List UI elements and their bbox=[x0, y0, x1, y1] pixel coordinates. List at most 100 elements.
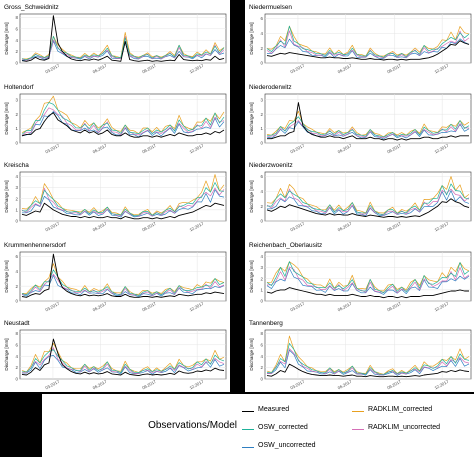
legend-swatch bbox=[242, 429, 254, 430]
y-tick-label: 6 bbox=[261, 174, 264, 179]
x-tick-label: 09.2017 bbox=[386, 143, 402, 155]
plot-area bbox=[264, 171, 472, 222]
x-tick-label: 03.2017 bbox=[44, 221, 60, 233]
panel-holtendorf: Holtendorf 0 1 2 3 03.2017 06.2017 09.2017 12.20… bbox=[0, 80, 230, 156]
x-tick-label: 03.2017 bbox=[44, 63, 60, 75]
series-radklim-uncorrected bbox=[267, 348, 470, 376]
panel-chart: Reichenbach_Oberlausitz 0 1 2 3 4 03.2017 06.20… bbox=[249, 242, 472, 313]
y-tick-label: 0 bbox=[261, 377, 264, 382]
series-radklim-corrected bbox=[266, 25, 470, 57]
series-osw-corrected bbox=[266, 183, 470, 215]
panel-title: Holtendorf bbox=[4, 84, 34, 91]
x-tick-label: 06.2017 bbox=[92, 221, 108, 233]
x-tick-label: 09.2017 bbox=[386, 379, 402, 391]
y-tick-label: 4 bbox=[16, 174, 19, 179]
series-measured bbox=[21, 202, 225, 220]
legend-swatch bbox=[352, 429, 364, 430]
panel-krummenhennersdorf: Krummenhennersdorf 0 2 4 6 03.2017 06.2017 09.2… bbox=[0, 238, 230, 314]
panel-niederzwoenitz: Niederzwoenitz 0 2 4 6 03.2017 06.2017 09.2017 1… bbox=[245, 158, 474, 234]
panel-title: Krummenhennersdorf bbox=[4, 242, 66, 249]
y-axis-label: Discharge [mm] bbox=[249, 338, 254, 370]
series-osw-uncorrected bbox=[266, 190, 470, 217]
y-tick-label: 8 bbox=[16, 331, 19, 336]
panel-title: Neustadt bbox=[4, 320, 30, 327]
y-tick-label: 0 bbox=[16, 219, 19, 224]
series-osw-corrected bbox=[21, 182, 225, 217]
y-tick-label: 3 bbox=[16, 97, 19, 102]
legend-label: OSW_corrected bbox=[258, 424, 308, 431]
series-osw-corrected bbox=[21, 35, 225, 61]
series-radklim-corrected bbox=[21, 32, 225, 60]
y-tick-label: 4 bbox=[261, 31, 264, 36]
panel-chart: Holtendorf 0 1 2 3 03.2017 06.2017 09.2017 12.20… bbox=[4, 84, 227, 155]
series-osw-corrected bbox=[21, 102, 225, 135]
series-measured bbox=[21, 15, 225, 62]
x-tick-label: 03.2017 bbox=[289, 143, 305, 155]
panel-title: Reichenbach_Oberlausitz bbox=[249, 242, 322, 249]
x-tick-label: 06.2017 bbox=[92, 63, 108, 75]
series-radklim-uncorrected bbox=[21, 187, 225, 217]
plot-area bbox=[264, 251, 472, 302]
x-tick-label: 03.2017 bbox=[44, 143, 60, 155]
y-tick-label: 4 bbox=[16, 354, 19, 359]
y-tick-label: 2 bbox=[261, 112, 264, 117]
x-tick-label: 12.2017 bbox=[189, 63, 205, 75]
series-measured bbox=[266, 363, 470, 378]
y-tick-label: 4 bbox=[16, 38, 19, 43]
y-tick-label: 1 bbox=[16, 207, 19, 212]
series-radklim-uncorrected bbox=[21, 347, 225, 374]
y-tick-label: 2 bbox=[16, 196, 19, 201]
series-osw-corrected bbox=[266, 116, 470, 138]
x-tick-label: 09.2017 bbox=[386, 301, 402, 313]
x-tick-label: 03.2017 bbox=[289, 301, 305, 313]
panel-chart: Gross_Schweidnitz 0 2 4 6 8 03.2017 06.2017 09.2… bbox=[4, 4, 227, 75]
panel-niedermuelsen: Niedermuelsen 0 2 4 6 03.2017 06.2017 09.2017 12… bbox=[245, 0, 474, 76]
series-osw-uncorrected bbox=[266, 38, 470, 59]
series-measured bbox=[266, 40, 470, 61]
y-tick-label: 2 bbox=[16, 284, 19, 289]
y-tick-label: 6 bbox=[16, 26, 19, 31]
series-measured bbox=[266, 287, 469, 299]
series-osw-corrected bbox=[266, 343, 470, 375]
y-axis-label: Discharge [mm] bbox=[249, 260, 254, 292]
plot-area bbox=[19, 171, 227, 222]
right-facet-column: Niedermuelsen 0 2 4 6 03.2017 06.2017 09.2017 12… bbox=[245, 0, 474, 392]
y-tick-label: 0 bbox=[261, 299, 264, 304]
y-axis-label: Discharge [mm] bbox=[249, 102, 254, 134]
panel-gross_schweidnitz: Gross_Schweidnitz 0 2 4 6 8 03.2017 06.2017 09.2… bbox=[0, 0, 230, 76]
y-tick-label: 6 bbox=[16, 254, 19, 259]
series-osw-uncorrected bbox=[21, 355, 225, 375]
x-tick-label: 12.2017 bbox=[434, 143, 450, 155]
x-tick-label: 06.2017 bbox=[92, 301, 108, 313]
panel-chart: Niederoderwitz 0 1 2 3 03.2017 06.2017 09.2017 1… bbox=[249, 84, 472, 155]
series-osw-uncorrected bbox=[266, 349, 470, 376]
panel-reichenbach_oberlausitz: Reichenbach_Oberlausitz 0 1 2 3 4 03.2017 06.20… bbox=[245, 238, 474, 314]
y-tick-label: 6 bbox=[16, 342, 19, 347]
series-measured bbox=[21, 338, 225, 377]
series-measured bbox=[21, 253, 225, 298]
plot-area bbox=[19, 93, 227, 144]
y-axis-label: Discharge [mm] bbox=[249, 22, 254, 54]
y-tick-label: 6 bbox=[261, 16, 264, 21]
series-radklim-uncorrected bbox=[266, 188, 470, 216]
x-tick-label: 06.2017 bbox=[337, 63, 353, 75]
y-tick-label: 8 bbox=[16, 15, 19, 20]
panel-chart: Krummenhennersdorf 0 2 4 6 03.2017 06.2017 09.2… bbox=[4, 242, 227, 313]
y-tick-label: 2 bbox=[16, 112, 19, 117]
y-tick-label: 1 bbox=[261, 126, 264, 131]
panel-title: Niedermuelsen bbox=[249, 4, 292, 11]
x-tick-label: 03.2017 bbox=[44, 379, 60, 391]
y-tick-label: 4 bbox=[261, 354, 264, 359]
y-tick-label: 0 bbox=[261, 61, 264, 66]
panel-title: Niederoderwitz bbox=[249, 84, 292, 91]
x-tick-label: 09.2017 bbox=[141, 63, 157, 75]
left-facet-column: Gross_Schweidnitz 0 2 4 6 8 03.2017 06.2017 09.2… bbox=[0, 0, 230, 392]
y-tick-label: 0 bbox=[261, 219, 264, 224]
legend: Observations/Model Measured OSW_corrected… bbox=[42, 394, 474, 457]
series-radklim-uncorrected bbox=[266, 266, 470, 294]
series-osw-corrected bbox=[21, 269, 225, 296]
legend-label: OSW_uncorrected bbox=[258, 442, 316, 449]
panel-kreischa: Kreischa 0 1 2 3 4 03.2017 06.2017 09.2017 12.201… bbox=[0, 158, 230, 234]
y-tick-label: 4 bbox=[261, 189, 264, 194]
x-tick-label: 03.2017 bbox=[44, 301, 60, 313]
